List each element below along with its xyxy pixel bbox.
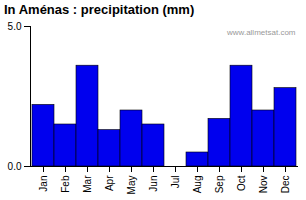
svg-text:May: May	[126, 176, 137, 195]
svg-text:Mar: Mar	[82, 175, 93, 193]
svg-text:Sep: Sep	[214, 175, 225, 193]
svg-text:Oct: Oct	[236, 175, 247, 191]
svg-text:Dec: Dec	[280, 176, 291, 194]
svg-text:Feb: Feb	[60, 175, 71, 193]
svg-text:5.0: 5.0	[8, 21, 22, 32]
html-text:In Aménas : precipitation (mm): In Aménas : precipitation (mm)	[4, 2, 195, 17]
svg-text:Jun: Jun	[148, 176, 159, 192]
svg-text:www.allmetsat.com: www.allmetsat.com	[226, 28, 296, 37]
svg-text:Apr: Apr	[104, 175, 115, 191]
svg-text:Aug: Aug	[192, 176, 203, 194]
svg-text:Jan: Jan	[38, 176, 49, 192]
svg-text:Nov: Nov	[258, 176, 269, 194]
svg-text:Jul: Jul	[170, 176, 181, 189]
svg-text:0.0: 0.0	[8, 161, 22, 172]
